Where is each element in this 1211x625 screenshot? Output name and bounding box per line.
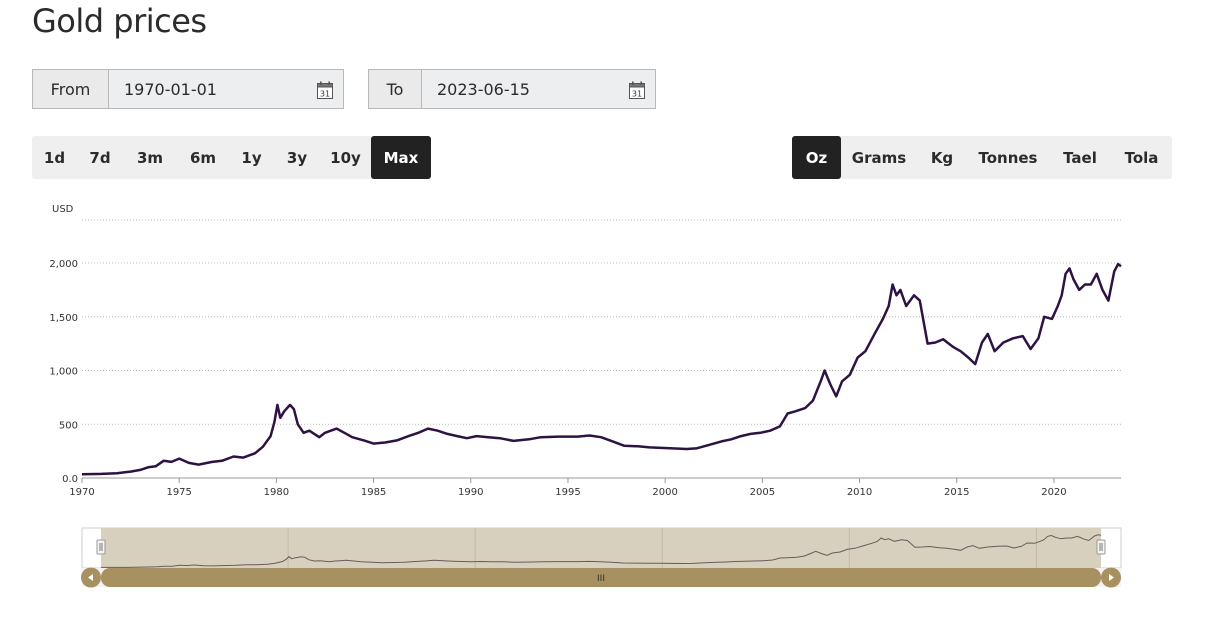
x-tick-label: 1980: [264, 487, 289, 498]
y-tick-label: 1,500: [49, 313, 78, 324]
to-date-group: To 2023-06-15 31: [368, 69, 656, 109]
unit-button-grams[interactable]: Grams: [851, 148, 907, 167]
y-axis-ticks: 0.0 500 1,000 1,500 2,000: [49, 259, 78, 485]
range-button-3y[interactable]: 3y: [286, 148, 308, 167]
scrollbar-grip: III: [597, 574, 605, 584]
price-line-series[interactable]: [81, 262, 1122, 476]
calendar-icon[interactable]: 31: [629, 81, 645, 99]
navigator-right-handle[interactable]: [1096, 539, 1106, 555]
x-tick-label: 2015: [944, 487, 969, 498]
range-button-10y[interactable]: 10y: [330, 148, 361, 167]
to-date-input[interactable]: 2023-06-15 31: [422, 70, 655, 108]
calendar-day-text: 31: [632, 90, 642, 99]
unit-button-oz[interactable]: Oz: [792, 136, 841, 179]
from-label: From: [33, 70, 109, 108]
chevron-right-icon: [1109, 574, 1114, 581]
navigator[interactable]: [81, 527, 1122, 569]
scrollbar[interactable]: III: [81, 567, 1121, 588]
range-button-7d[interactable]: 7d: [89, 148, 111, 167]
from-date-input[interactable]: 1970-01-01 31: [109, 70, 343, 108]
unit-button-kg[interactable]: Kg: [930, 148, 954, 167]
y-axis-title: USD: [52, 204, 74, 215]
x-tick-label: 2005: [750, 487, 775, 498]
x-tick-label: 1985: [361, 487, 386, 498]
y-tick-label: 1,000: [49, 367, 78, 378]
chevron-left-icon: [88, 574, 93, 581]
navigator-line-series: [101, 534, 1102, 568]
y-tick-label: 500: [59, 420, 78, 431]
navigator-left-handle[interactable]: [96, 539, 106, 555]
range-button-bar: 1d 7d 3m 6m 1y 3y 10y Max: [32, 136, 431, 179]
x-tick-label: 2000: [652, 487, 677, 498]
from-date-value: 1970-01-01: [124, 79, 217, 99]
range-button-6m[interactable]: 6m: [189, 148, 217, 167]
x-tick-label: 2010: [847, 487, 872, 498]
unit-button-tola[interactable]: Tola: [1124, 148, 1159, 167]
x-axis-ticks: 1970 1975 1980 1985 1990 1995 2000 2005 2010 2015…: [69, 478, 1067, 498]
to-label: To: [369, 70, 422, 108]
range-button-3m[interactable]: 3m: [136, 148, 164, 167]
range-button-1d[interactable]: 1d: [43, 148, 66, 167]
x-tick-label: 1990: [458, 487, 483, 498]
x-tick-label: 1970: [69, 487, 94, 498]
x-tick-label: 1975: [166, 487, 191, 498]
calendar-icon[interactable]: 31: [317, 81, 333, 99]
range-button-1y[interactable]: 1y: [241, 148, 262, 167]
page-title: Gold prices: [32, 2, 207, 40]
y-tick-label: 0.0: [62, 474, 78, 485]
range-button-max[interactable]: Max: [371, 136, 431, 179]
from-date-group: From 1970-01-01 31: [32, 69, 344, 109]
unit-button-bar: Oz Grams Kg Tonnes Tael Tola: [792, 136, 1172, 179]
to-date-value: 2023-06-15: [437, 79, 530, 99]
unit-button-tael[interactable]: Tael: [1063, 148, 1097, 167]
calendar-day-text: 31: [320, 90, 330, 99]
grid-lines: [82, 219, 1121, 425]
unit-button-tonnes[interactable]: Tonnes: [978, 148, 1038, 167]
y-tick-label: 2,000: [49, 259, 78, 270]
x-tick-label: 1995: [555, 487, 580, 498]
scrollbar-thumb[interactable]: [101, 568, 1101, 587]
x-tick-label: 2020: [1041, 487, 1066, 498]
